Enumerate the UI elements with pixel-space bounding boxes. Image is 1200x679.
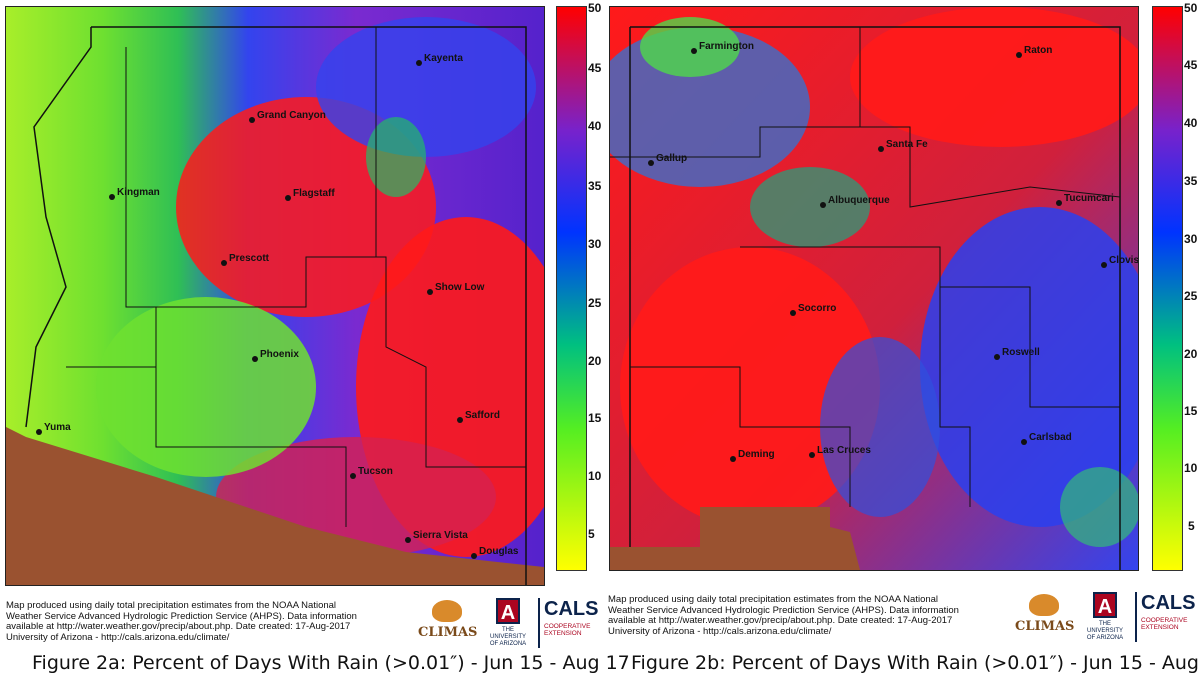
figure-caption-a: Figure 2a: Percent of Days With Rain (>0…	[32, 652, 630, 674]
panel-new-mexico: Farmington Raton Gallup Santa Fe Albuque…	[600, 0, 1200, 679]
city-dot	[221, 260, 227, 266]
colorbar-b	[1152, 6, 1183, 571]
city-label-clovis: Clovis	[1109, 255, 1139, 266]
colorbar-a	[556, 6, 587, 571]
climas-logo: CLIMAS	[1015, 592, 1075, 642]
city-label-carlsbad: Carlsbad	[1029, 432, 1072, 443]
city-dot	[878, 146, 884, 152]
city-label-santa-fe: Santa Fe	[886, 139, 928, 150]
city-dot	[820, 202, 826, 208]
city-dot	[109, 194, 115, 200]
city-label-roswell: Roswell	[1002, 347, 1040, 358]
city-dot	[1021, 439, 1027, 445]
city-label-raton: Raton	[1024, 45, 1053, 56]
climas-logo: CLIMAS	[418, 598, 478, 648]
city-dot	[1101, 262, 1107, 268]
city-label-las-cruces: Las Cruces	[817, 445, 871, 456]
panel-arizona: Kayenta Grand Canyon Kingman Flagstaff P…	[5, 6, 630, 674]
city-dot	[285, 195, 291, 201]
tick-label: 50	[588, 1, 602, 15]
city-label-grand-canyon: Grand Canyon	[257, 110, 326, 121]
city-label-tucumcari: Tucumcari	[1064, 193, 1114, 204]
city-dot	[252, 356, 258, 362]
city-dot	[1016, 52, 1022, 58]
city-dot	[790, 310, 796, 316]
cals-logo: CALS COOPERATIVE EXTENSION	[1135, 592, 1197, 642]
university-of-arizona-logo: A THE UNIVERSITY OF ARIZONA	[484, 598, 532, 648]
city-label-sierra-vista: Sierra Vista	[413, 530, 468, 541]
city-label-kingman: Kingman	[117, 187, 160, 198]
city-dot	[994, 354, 1000, 360]
city-dot	[691, 48, 697, 54]
city-label-phoenix: Phoenix	[260, 349, 299, 360]
tick-label: 50	[1184, 1, 1198, 15]
city-dot	[416, 60, 422, 66]
tick-label: 35	[588, 179, 602, 193]
tick-label: 40	[1184, 116, 1198, 130]
tick-label: 10	[588, 469, 602, 483]
tick-label: 5	[588, 527, 595, 541]
city-dot	[809, 452, 815, 458]
city-label-douglas: Douglas	[479, 546, 519, 557]
logo-group-b: CLIMAS A THE UNIVERSITY OF ARIZONA CALS …	[1015, 592, 1195, 642]
city-label-flagstaff: Flagstaff	[293, 188, 335, 199]
tick-label: 15	[588, 411, 602, 425]
city-label-prescott: Prescott	[229, 253, 270, 264]
city-dot	[427, 289, 433, 295]
new-mexico-map: Farmington Raton Gallup Santa Fe Albuque…	[609, 6, 1139, 571]
city-dot	[457, 417, 463, 423]
tick-label: 40	[588, 119, 602, 133]
map-note-a: Map produced using daily total precipita…	[6, 600, 357, 643]
tick-label: 45	[588, 61, 602, 75]
tick-label: 45	[1184, 58, 1198, 72]
figure-caption-b: Figure 2b: Percent of Days With Rain (>0…	[631, 652, 1200, 674]
city-dot	[249, 117, 255, 123]
tick-label: 25	[1184, 289, 1198, 303]
tick-label: 30	[1184, 232, 1198, 246]
city-label-albuquerque: Albuquerque	[828, 195, 890, 206]
city-dot	[1056, 200, 1062, 206]
city-label-yuma: Yuma	[44, 422, 71, 433]
map-note-b: Map produced using daily total precipita…	[608, 594, 959, 637]
tick-label: 25	[588, 296, 602, 310]
city-dot	[405, 537, 411, 543]
tick-label: 10	[1184, 461, 1198, 475]
cals-logo: CALS COOPERATIVE EXTENSION	[538, 598, 600, 648]
tick-label: 35	[1184, 174, 1198, 188]
city-label-safford: Safford	[465, 410, 500, 421]
logo-group-a: CLIMAS A THE UNIVERSITY OF ARIZONA CALS …	[418, 598, 598, 648]
city-label-gallup: Gallup	[656, 153, 688, 164]
city-label-farmington: Farmington	[699, 41, 754, 52]
city-dot	[648, 160, 654, 166]
arizona-map: Kayenta Grand Canyon Kingman Flagstaff P…	[5, 6, 545, 586]
city-dot	[350, 473, 356, 479]
tick-label: 30	[588, 237, 602, 251]
city-dot	[730, 456, 736, 462]
tick-label: 20	[1184, 347, 1198, 361]
city-label-show-low: Show Low	[435, 282, 485, 293]
tick-label: 15	[1184, 404, 1198, 418]
city-label-kayenta: Kayenta	[424, 53, 463, 64]
tick-label: 20	[588, 354, 602, 368]
tick-label: 5	[1188, 519, 1195, 533]
city-label-tucson: Tucson	[358, 466, 393, 477]
city-label-socorro: Socorro	[798, 303, 837, 314]
city-label-deming: Deming	[738, 449, 775, 460]
university-of-arizona-logo: A THE UNIVERSITY OF ARIZONA	[1081, 592, 1129, 642]
city-dot	[36, 429, 42, 435]
city-dot	[471, 553, 477, 559]
